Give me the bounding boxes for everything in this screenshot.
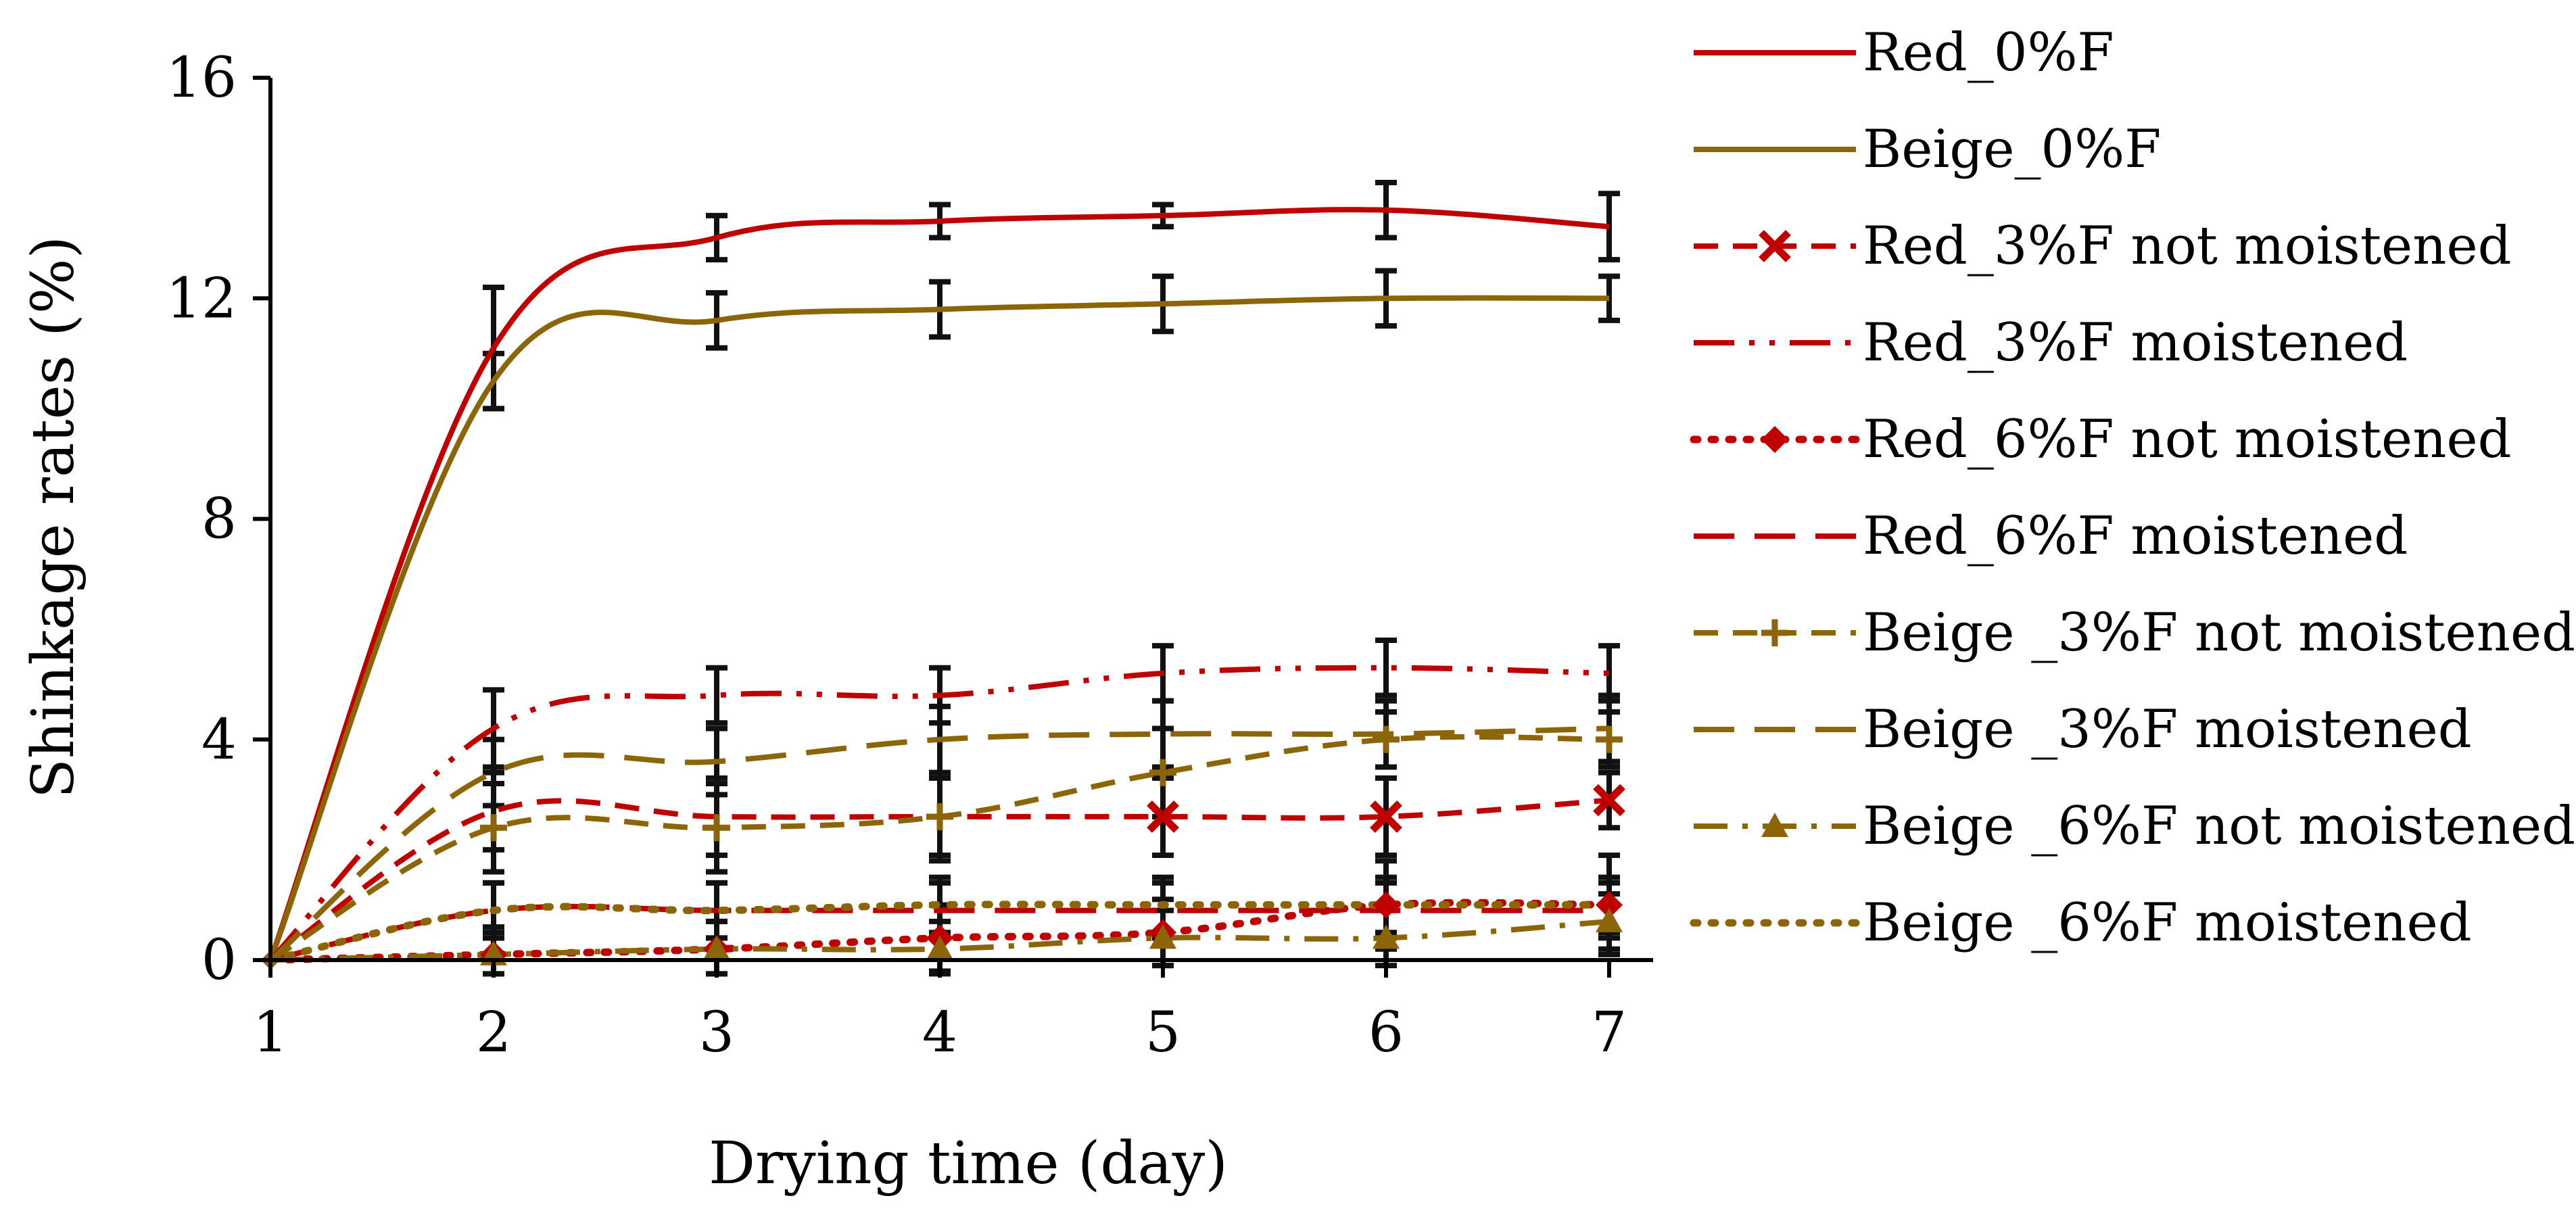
legend-label: Red_6%F not moistened — [1863, 409, 2512, 470]
series-line-4 — [268, 665, 1610, 962]
legend-marker — [1761, 426, 1788, 453]
series-marker — [1370, 800, 1402, 833]
x-tick-label: 6 — [1368, 1001, 1404, 1065]
series-marker — [703, 814, 730, 842]
series-marker — [1596, 891, 1623, 919]
x-axis-title: Drying time (day) — [709, 1130, 1228, 1197]
legend-marker — [1759, 230, 1791, 262]
x-tick-label: 1 — [253, 1001, 288, 1065]
series-marker — [1373, 891, 1400, 919]
series-marker — [1373, 725, 1400, 753]
legend-item: Beige_0%F — [1694, 119, 2161, 180]
series-line-2 — [268, 295, 1610, 961]
legend-item: Red_6%F not moistened — [1690, 409, 2512, 470]
x-tick-label: 5 — [1145, 1001, 1180, 1065]
series-marker — [1596, 907, 1623, 932]
series-marker — [926, 803, 953, 830]
series-marker — [1373, 924, 1400, 949]
legend-item: Beige _3%F moistened — [1694, 699, 2472, 760]
legend-marker — [1761, 619, 1788, 646]
legend-item: Beige _6%F moistened — [1690, 892, 2472, 953]
series-marker — [1596, 725, 1623, 753]
legend-item: Beige _6%F not moistened — [1694, 796, 2575, 857]
legend-label: Beige _6%F not moistened — [1863, 796, 2575, 857]
series-line-1 — [268, 207, 1610, 961]
y-tick-label: 16 — [166, 46, 237, 110]
legend-label: Red_3%F moistened — [1863, 312, 2408, 373]
error-bar — [1598, 191, 1620, 263]
legend-label: Red_6%F moistened — [1863, 506, 2408, 567]
series-marker — [703, 935, 730, 960]
legend-label: Beige _6%F moistened — [1863, 892, 2472, 953]
error-bar — [1152, 698, 1174, 770]
series-marker — [926, 935, 953, 960]
series-marker — [480, 814, 507, 842]
y-tick-label: 4 — [201, 708, 237, 772]
series-marker — [1593, 784, 1625, 817]
error-bar — [483, 736, 504, 809]
x-tick-label: 3 — [699, 1001, 734, 1065]
error-bar — [1375, 637, 1397, 698]
legend-label: Beige_0%F — [1863, 119, 2161, 180]
error-bars — [483, 179, 1620, 977]
x-tick-label: 2 — [476, 1001, 511, 1065]
legend-item: Red_3%F not moistened — [1694, 216, 2512, 277]
y-tick-label: 0 — [201, 928, 237, 993]
plot-area — [261, 179, 1625, 977]
legend-item: Red_0%F — [1694, 22, 2114, 83]
legend-label: Red_0%F — [1863, 22, 2114, 83]
legend-label: Red_3%F not moistened — [1863, 216, 2512, 277]
series-marker — [1147, 800, 1179, 833]
y-axis-title: Shinkage rates (%) — [20, 236, 87, 798]
x-tick-label: 4 — [922, 1001, 957, 1065]
series-marker — [1149, 924, 1176, 949]
y-tick-label: 12 — [166, 266, 237, 331]
legend-item: Red_3%F moistened — [1694, 312, 2408, 373]
error-bar — [706, 665, 728, 726]
legend-marker — [1761, 813, 1788, 837]
legend-item: Red_6%F moistened — [1694, 506, 2408, 567]
x-tick-label: 7 — [1592, 1001, 1627, 1065]
y-tick-label: 8 — [201, 487, 237, 552]
legend-item: Beige _3%F not moistened — [1694, 602, 2575, 663]
axes — [268, 78, 1653, 962]
legend: Red_0%F Beige_0%F Red_3%F not moistened Red… — [1690, 22, 2575, 953]
legend-label: Beige _3%F moistened — [1863, 699, 2472, 760]
series-marker — [1149, 759, 1176, 786]
legend-label: Beige _3%F not moistened — [1863, 602, 2575, 663]
series-markers — [261, 725, 1625, 970]
